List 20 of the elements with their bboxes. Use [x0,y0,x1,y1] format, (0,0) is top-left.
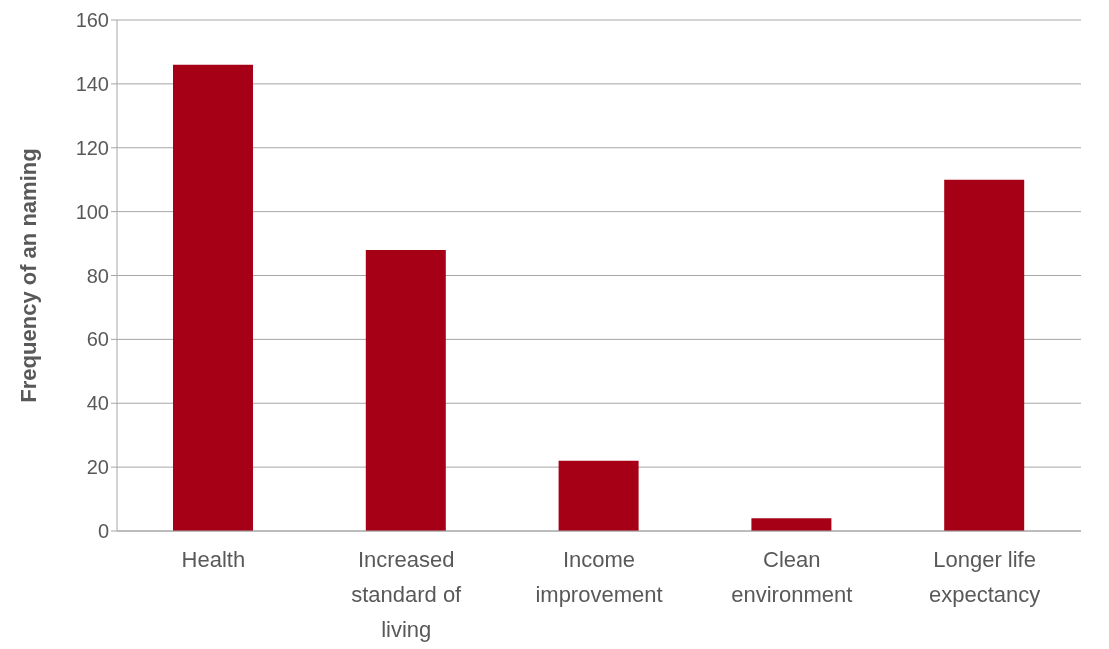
x-tick-label: Income improvement [535,547,663,607]
x-tick-label: Longer life expectancy [928,547,1041,607]
bar [751,518,832,531]
bar [173,64,253,531]
y-tick-label: 140 [75,72,109,95]
y-tick-label: 160 [75,9,109,32]
x-tick-label: Increased standard of living [351,547,463,642]
y-tick-label: 80 [86,264,109,287]
bar [944,179,1025,531]
bar [558,460,639,531]
y-tick-label: 120 [75,136,109,159]
y-axis-title: Frequency of an naming [15,148,41,403]
x-tick-label: Clean environment [731,547,853,607]
y-tick-label: 60 [86,328,109,351]
y-tick-label: 100 [75,200,109,223]
y-tick-label: 40 [86,392,109,415]
x-tick-label: Health [181,547,246,572]
y-tick-label: 0 [97,520,109,543]
bar [365,249,446,531]
y-tick-label: 20 [86,456,109,479]
